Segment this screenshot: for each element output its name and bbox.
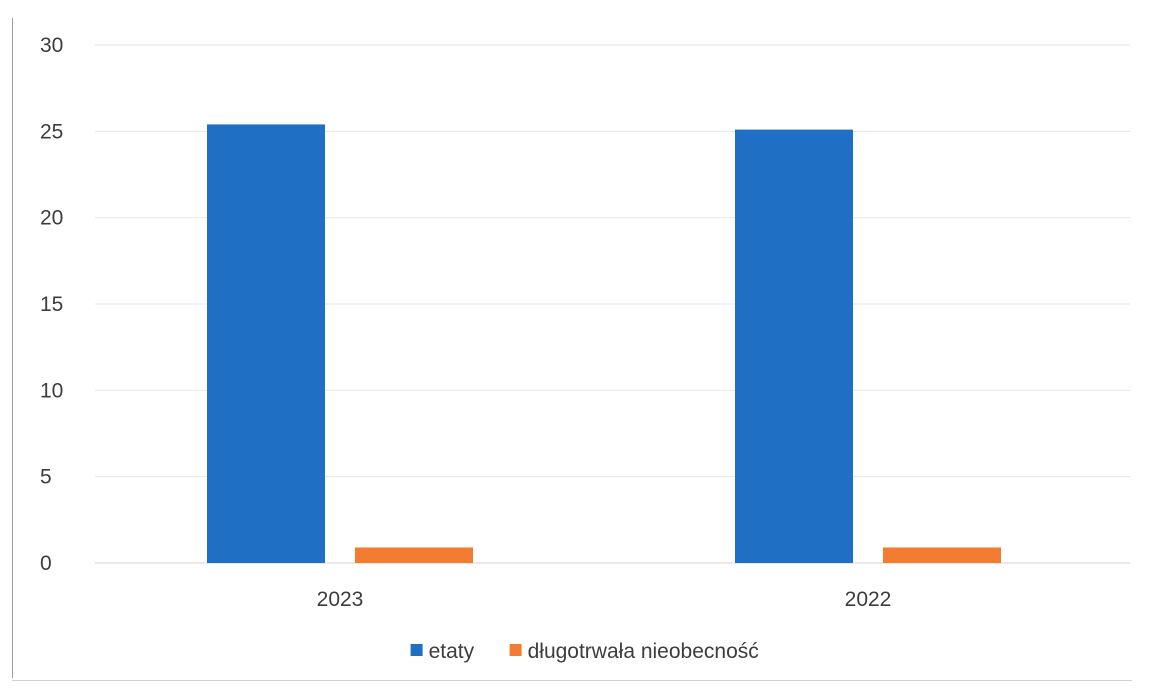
frame-left-edge <box>12 18 13 678</box>
legend-swatch-etaty <box>410 644 423 656</box>
legend-swatch-dlugotrwala-nieobecnosc <box>509 644 522 656</box>
legend: etaty długotrwała nieobecność <box>410 640 759 663</box>
bar-etaty-2023 <box>207 124 325 563</box>
bar-etaty-2022 <box>735 129 853 563</box>
y-tick-label: 0 <box>40 552 52 575</box>
y-tick-label: 30 <box>40 34 63 57</box>
legend-label-dlugotrwala-nieobecnosc: długotrwała nieobecność <box>528 640 759 663</box>
bar-dlugotrwala-nieobecnosc-2023 <box>355 547 473 563</box>
frame-bottom-edge <box>12 680 1132 681</box>
y-tick-label: 10 <box>40 379 63 402</box>
bar-dlugotrwala-nieobecnosc-2022 <box>883 547 1001 563</box>
gridlines <box>95 44 1130 564</box>
y-axis-tick-labels: 0 5 10 15 20 25 30 <box>40 34 63 575</box>
y-tick-label: 20 <box>40 207 63 230</box>
y-tick-label: 5 <box>40 466 52 489</box>
y-tick-label: 15 <box>40 293 63 316</box>
bars <box>207 124 1001 563</box>
x-tick-label-2022: 2022 <box>845 588 892 611</box>
x-tick-label-2023: 2023 <box>317 588 364 611</box>
x-axis-tick-labels: 2023 2022 <box>317 588 892 611</box>
legend-label-etaty: etaty <box>429 640 475 663</box>
y-tick-label: 25 <box>40 120 63 143</box>
